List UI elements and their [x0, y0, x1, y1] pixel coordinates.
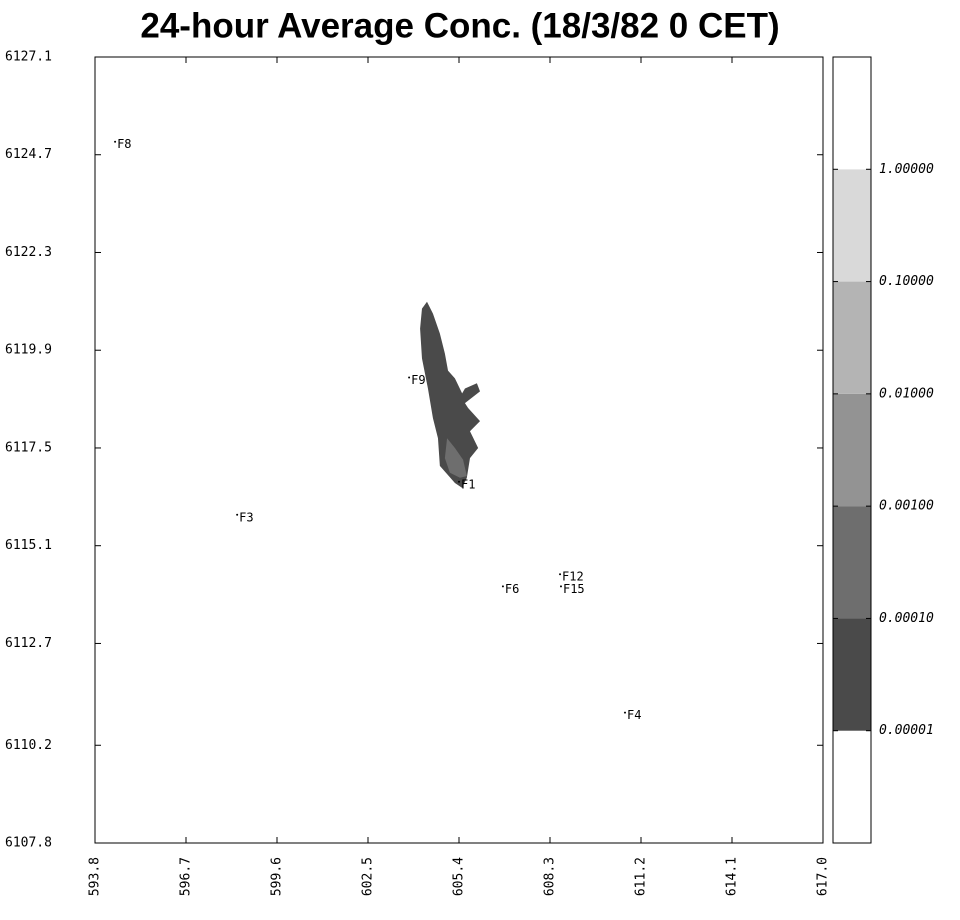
x-tick-label: 599.6 [270, 857, 285, 896]
station-point [408, 376, 411, 379]
colorbar-band [833, 393, 871, 507]
station-label: F12 [562, 570, 584, 584]
colorbar-frame [832, 56, 872, 844]
colorbar-label: 0.01000 [879, 386, 934, 401]
colorbar-label: 0.10000 [879, 274, 934, 289]
y-tick-label: 6107.8 [5, 836, 52, 851]
station-label: F6 [505, 582, 519, 596]
colorbar-band [833, 169, 871, 282]
colorbar-label: 0.00100 [879, 499, 934, 514]
colorbar-band [833, 618, 871, 731]
contour-region [420, 301, 481, 488]
chart-title: 24-hour Average Conc. (18/3/82 0 CET) [140, 6, 779, 45]
colorbar-band [833, 730, 871, 843]
contour-region [444, 438, 467, 478]
y-tick-label: 6119.9 [5, 343, 52, 358]
y-tick-label: 6115.1 [5, 538, 52, 553]
y-tick-label: 6110.2 [5, 738, 52, 753]
station-label: F1 [461, 477, 475, 491]
x-tick-label: 617.0 [816, 857, 831, 896]
station-label: F9 [411, 373, 425, 387]
station-point [501, 585, 504, 588]
x-tick-label: 605.4 [452, 857, 467, 896]
station-point [458, 480, 460, 483]
colorbar-label: 0.00010 [879, 611, 934, 626]
station-point [623, 711, 626, 714]
station-label: F3 [239, 510, 253, 524]
colorbar-band [833, 281, 871, 394]
y-tick-label: 6112.7 [5, 636, 52, 651]
x-tick-label: 608.3 [543, 857, 558, 896]
station-point [236, 513, 239, 516]
station-label: F8 [117, 137, 131, 151]
y-tick-label: 6124.7 [5, 147, 52, 162]
x-tick-label: 596.7 [179, 857, 194, 896]
x-tick-label: 611.2 [634, 857, 649, 896]
y-tick-label: 6127.1 [5, 50, 52, 65]
x-tick-label: 593.8 [88, 857, 103, 896]
y-tick-label: 6122.3 [5, 245, 52, 260]
x-tick-label: 614.1 [725, 857, 740, 896]
station-point [114, 140, 117, 143]
station-label: F4 [627, 708, 641, 722]
station-point [559, 573, 562, 576]
colorbar-label: 0.00001 [879, 723, 934, 738]
colorbar-band [833, 506, 871, 619]
station-label: F15 [563, 582, 585, 596]
colorbar-label: 1.00000 [879, 162, 934, 177]
x-tick-label: 602.5 [361, 857, 376, 896]
colorbar-band [833, 57, 871, 170]
y-tick-label: 6117.5 [5, 440, 52, 455]
station-point [559, 585, 562, 588]
